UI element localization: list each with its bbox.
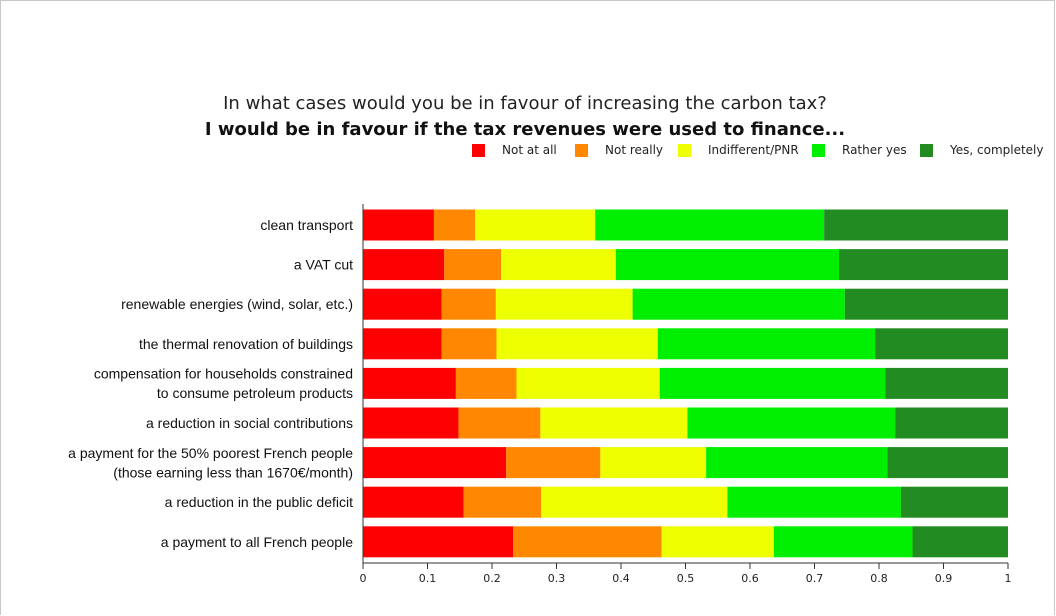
x-tick-label: 0.8 <box>870 572 888 585</box>
x-tick-label: 0.2 <box>483 572 501 585</box>
bar-segment <box>433 209 476 241</box>
x-tick-label: 0.7 <box>806 572 824 585</box>
chart-subtitle: I would be in favour if the tax revenues… <box>204 119 846 140</box>
x-tick-label: 0 <box>360 572 367 585</box>
legend-swatch <box>920 144 933 157</box>
bar-segment <box>363 209 434 241</box>
legend-label: Indifferent/PNR <box>708 143 799 157</box>
bar-segment <box>475 209 596 241</box>
legend-swatch <box>575 144 588 157</box>
x-tick-label: 0.9 <box>935 572 953 585</box>
x-tick-label: 0.1 <box>419 572 437 585</box>
category-label: a reduction in the public deficit <box>165 494 353 510</box>
category-label: renewable energies (wind, solar, etc.) <box>121 296 353 312</box>
bar-segment <box>912 526 1008 558</box>
category-label: clean transport <box>260 217 353 233</box>
bar-segment <box>501 249 616 281</box>
bar-segment <box>595 209 825 241</box>
bar-segment <box>661 526 774 558</box>
x-tick-label: 0.6 <box>741 572 759 585</box>
bar-segment <box>516 367 660 399</box>
bar-segment <box>887 447 1008 479</box>
category-label: the thermal renovation of buildings <box>139 336 353 352</box>
category-label: (those earning less than 1670€/month) <box>113 464 353 480</box>
bar-segment <box>687 407 896 439</box>
chart-title: In what cases would you be in favour of … <box>223 93 827 114</box>
bar-segment <box>363 407 459 439</box>
bar-segment <box>657 328 876 360</box>
legend-label: Yes, completely <box>950 143 1044 157</box>
bar-segment <box>706 447 888 479</box>
legend-swatch <box>472 144 485 157</box>
bar-segment <box>363 486 464 518</box>
bar-segment <box>540 407 688 439</box>
bar-segment <box>875 328 1008 360</box>
bar-segment <box>363 288 442 320</box>
bar-segment <box>900 486 1008 518</box>
bar-segment <box>600 447 707 479</box>
bar-segment <box>632 288 845 320</box>
bar-segment <box>463 486 542 518</box>
category-label: a payment for the 50% poorest French peo… <box>68 445 353 461</box>
bar-segment <box>496 328 658 360</box>
category-label: a VAT cut <box>294 257 353 273</box>
bar-segment <box>363 249 445 281</box>
legend-swatch <box>678 144 691 157</box>
bar-segment <box>824 209 1008 241</box>
x-tick-label: 0.3 <box>548 572 566 585</box>
bar-segment <box>895 407 1008 439</box>
bar-segment <box>659 367 886 399</box>
x-tick-label: 1 <box>1005 572 1012 585</box>
bar-segment <box>444 249 502 281</box>
bar-segment <box>615 249 840 281</box>
bar-segment <box>773 526 913 558</box>
bar-segment <box>844 288 1008 320</box>
bar-segment <box>363 447 507 479</box>
bar-segment <box>458 407 541 439</box>
bar-segment <box>363 367 456 399</box>
bar-segment <box>541 486 728 518</box>
bar-segment <box>441 288 496 320</box>
category-label: compensation for households constrained <box>94 366 353 382</box>
x-tick-label: 0.5 <box>677 572 695 585</box>
bar-segment <box>885 367 1008 399</box>
bar-segment <box>506 447 601 479</box>
bar-segment <box>363 526 514 558</box>
bar-segment <box>455 367 517 399</box>
bar-segment <box>495 288 633 320</box>
bar-segment <box>363 328 442 360</box>
bar-segment <box>441 328 497 360</box>
category-label: a reduction in social contributions <box>146 415 353 431</box>
x-tick-label: 0.4 <box>612 572 630 585</box>
bar-segment <box>839 249 1008 281</box>
legend-label: Not really <box>605 143 664 157</box>
bar-segment <box>727 486 901 518</box>
legend-label: Not at all <box>502 143 557 157</box>
legend-swatch <box>812 144 825 157</box>
category-label: a payment to all French people <box>161 534 353 550</box>
bar-segment <box>513 526 662 558</box>
category-label: to consume petroleum products <box>157 385 353 401</box>
legend-label: Rather yes <box>842 143 907 157</box>
